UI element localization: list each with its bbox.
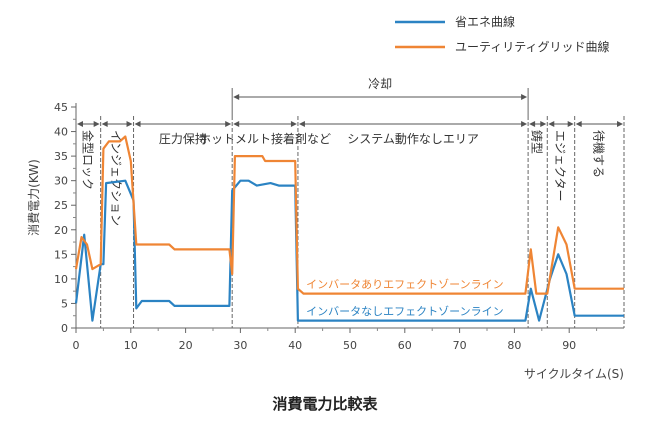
x-tick-label: 70 bbox=[453, 339, 467, 352]
arrow-head bbox=[233, 94, 240, 100]
y-tick-label: 35 bbox=[54, 150, 68, 163]
x-tick-label: 60 bbox=[398, 339, 412, 352]
arrow-head bbox=[93, 121, 100, 127]
y-tick-label: 30 bbox=[54, 175, 68, 188]
phase-label: ホットメルト接着剤など bbox=[199, 131, 331, 146]
phase-label: 圧力保持 bbox=[159, 131, 207, 146]
phase-label: インジェクション bbox=[109, 130, 123, 226]
x-tick-label: 90 bbox=[562, 339, 576, 352]
arrow-head bbox=[575, 121, 582, 127]
arrow-head bbox=[126, 121, 133, 127]
arrow-head bbox=[548, 121, 555, 127]
phase-label: 待機する bbox=[591, 130, 606, 178]
arrow-head bbox=[233, 121, 240, 127]
phase-label: 金型ロック bbox=[80, 130, 95, 190]
effect-zone-label: インバータありエフェクトゾーンライン bbox=[306, 278, 503, 291]
series-line-1 bbox=[74, 179, 624, 322]
arrow-head bbox=[617, 121, 623, 127]
phase-label: エジェクター bbox=[553, 130, 567, 202]
arrow-head bbox=[521, 121, 528, 127]
y-tick-label: 15 bbox=[54, 248, 68, 261]
x-tick-label: 30 bbox=[233, 339, 247, 352]
arrow-head bbox=[77, 121, 83, 127]
effect-zone-label: インバータなしエフェクトゾーンライン bbox=[306, 305, 503, 318]
arrow-head bbox=[540, 121, 547, 127]
arrow-head bbox=[567, 121, 574, 127]
phase-label: システム動作なしエリア bbox=[347, 132, 479, 146]
x-tick-label: 50 bbox=[343, 339, 357, 352]
y-tick-label: 20 bbox=[54, 224, 68, 237]
arrow-head bbox=[298, 121, 305, 127]
phase-label: 鋳型 bbox=[530, 130, 544, 154]
y-tick-label: 0 bbox=[61, 322, 68, 335]
y-axis-label: 消費電力(KW) bbox=[26, 159, 41, 236]
series-line-2 bbox=[74, 135, 624, 295]
x-axis-label: サイクルタイム(S) bbox=[524, 367, 624, 381]
y-tick-label: 25 bbox=[54, 199, 68, 212]
y-tick-label: 45 bbox=[54, 101, 68, 114]
cooling-label: 冷却 bbox=[368, 77, 392, 91]
y-tick-label: 5 bbox=[61, 297, 68, 310]
legend-label-2: ユーティリティグリッド曲線 bbox=[455, 39, 610, 54]
arrow-head bbox=[529, 121, 536, 127]
arrow-head bbox=[225, 121, 232, 127]
arrow-head bbox=[101, 121, 108, 127]
arrow-head bbox=[290, 121, 297, 127]
arrow-head bbox=[521, 94, 528, 100]
y-tick-label: 10 bbox=[54, 273, 68, 286]
x-tick-label: 80 bbox=[507, 339, 521, 352]
arrow-head bbox=[134, 121, 141, 127]
legend-label-1: 省エネ曲線 bbox=[455, 14, 515, 29]
x-tick-label: 40 bbox=[288, 339, 302, 352]
chart-title: 消費電力比較表 bbox=[272, 395, 378, 413]
x-tick-label: 10 bbox=[124, 339, 138, 352]
y-tick-label: 40 bbox=[54, 126, 68, 139]
x-tick-label: 0 bbox=[73, 339, 80, 352]
x-tick-label: 20 bbox=[179, 339, 193, 352]
